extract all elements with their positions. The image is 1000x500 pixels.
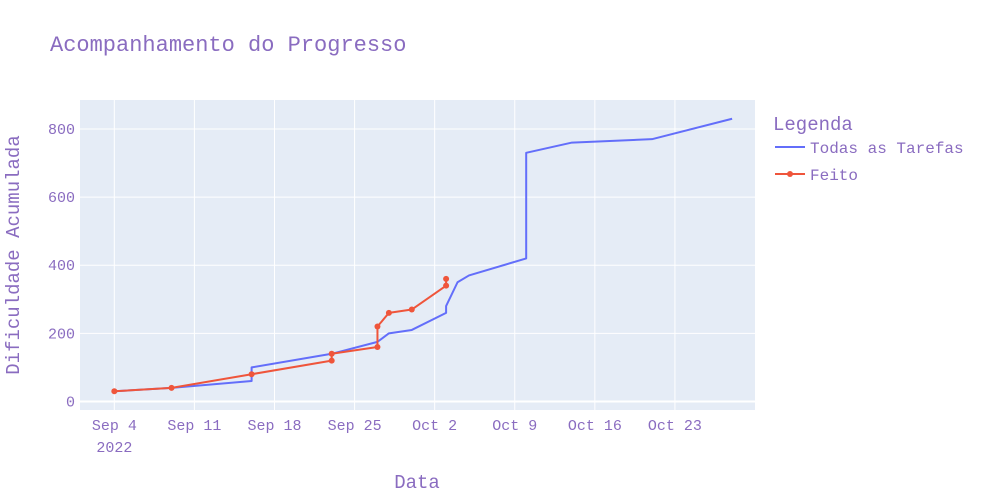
data-point-feito	[408, 306, 415, 313]
x-tick-label: Oct 16	[568, 418, 622, 435]
legend: Legenda Todas as Tarefas Feito	[773, 114, 964, 185]
legend-label-todas: Todas as Tarefas	[810, 140, 964, 158]
y-tick-label: 800	[48, 122, 75, 139]
x-tick-label: Sep 25	[328, 418, 382, 435]
x-tick-sublabel: 2022	[96, 440, 132, 457]
legend-marker-feito	[787, 171, 793, 177]
y-axis-ticks: 0 200 400 600 800	[48, 122, 75, 412]
data-point-feito	[443, 282, 450, 289]
x-tick-label: Sep 18	[247, 418, 301, 435]
x-tick-label: Sep 4	[92, 418, 137, 435]
x-tick-label: Sep 11	[167, 418, 221, 435]
data-point-feito	[374, 343, 381, 350]
legend-title: Legenda	[773, 114, 853, 136]
data-point-feito	[443, 275, 450, 282]
y-tick-label: 200	[48, 326, 75, 343]
data-point-feito	[385, 309, 392, 316]
legend-label-feito: Feito	[810, 167, 858, 185]
chart-title: Acompanhamento do Progresso	[50, 33, 406, 58]
plot-area	[80, 100, 755, 410]
data-point-feito	[328, 357, 335, 364]
data-point-feito	[328, 350, 335, 357]
data-point-feito	[168, 384, 175, 391]
data-point-feito	[111, 388, 118, 395]
x-axis-title: Data	[394, 472, 440, 494]
data-point-feito	[248, 371, 255, 378]
legend-item-feito[interactable]: Feito	[775, 167, 858, 185]
grid-lines	[80, 100, 755, 410]
y-axis-title: Dificuldade Acumulada	[3, 135, 25, 374]
x-tick-label: Oct 9	[492, 418, 537, 435]
data-point-feito	[374, 323, 381, 330]
y-tick-label: 400	[48, 258, 75, 275]
x-tick-label: Oct 2	[412, 418, 457, 435]
y-tick-label: 0	[66, 394, 75, 411]
legend-item-todas[interactable]: Todas as Tarefas	[775, 140, 964, 158]
x-axis-ticks: Sep 4 2022 Sep 11 Sep 18 Sep 25 Oct 2 Oct 9 Oct…	[92, 418, 702, 457]
x-tick-label: Oct 23	[648, 418, 702, 435]
series-layer	[111, 117, 733, 395]
y-tick-label: 600	[48, 190, 75, 207]
